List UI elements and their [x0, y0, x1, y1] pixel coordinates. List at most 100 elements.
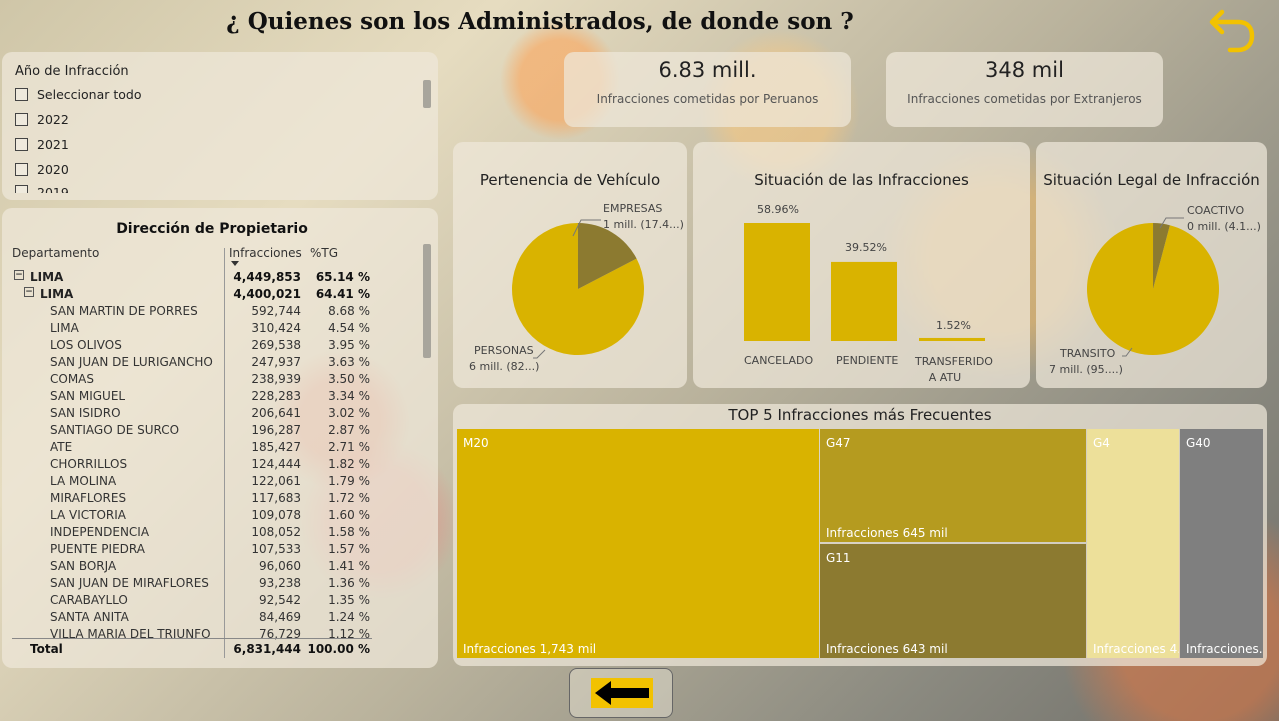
- checkbox-icon[interactable]: [15, 137, 28, 151]
- header-departamento[interactable]: Departamento: [12, 246, 100, 260]
- tile-g40[interactable]: G40 Infracciones...: [1180, 429, 1263, 658]
- table-row[interactable]: LA VICTORIA 109,078 1.60 %: [2, 508, 422, 525]
- row-department: LOS OLIVOS: [50, 338, 122, 352]
- row-percent: 65.14 %: [315, 270, 370, 284]
- collapse-icon[interactable]: −: [24, 287, 34, 297]
- tile-m20[interactable]: M20 Infracciones 1,743 mil: [457, 429, 819, 658]
- card-label: Infracciones cometidas por Peruanos: [596, 92, 819, 106]
- table-row[interactable]: SAN ISIDRO 206,641 3.02 %: [2, 406, 422, 423]
- card-peruanos: 6.83 mill. Infracciones cometidas por Pe…: [564, 52, 851, 127]
- row-percent: 1.24 %: [328, 610, 370, 624]
- table-row[interactable]: SAN MIGUEL 228,283 3.34 %: [2, 389, 422, 406]
- tile-g11[interactable]: G11 Infracciones 643 mil: [820, 544, 1086, 658]
- slicer-item-2022[interactable]: 2022: [15, 110, 69, 128]
- slice-label-transito: TRANSITO: [1060, 347, 1116, 360]
- row-infractions: 108,052: [251, 525, 301, 539]
- row-percent: 1.35 %: [328, 593, 370, 607]
- table-row[interactable]: SAN JUAN DE LURIGANCHO 247,937 3.63 %: [2, 355, 422, 372]
- checkbox-icon[interactable]: [15, 112, 28, 126]
- card-value: 348 mil: [985, 58, 1064, 82]
- chart-title: TOP 5 Infracciones más Frecuentes: [728, 406, 992, 424]
- table-row[interactable]: − LIMA 4,400,021 64.41 %: [2, 287, 422, 304]
- row-infractions: 4,449,853: [233, 270, 301, 284]
- tile-g47[interactable]: G47 Infracciones 645 mil: [820, 429, 1086, 542]
- table-row[interactable]: VILLA MARIA DEL TRIUNFO 76,729 1.12 %: [2, 627, 422, 644]
- tile-g4[interactable]: G4 Infracciones 4...: [1087, 429, 1179, 658]
- slicer-scrollbar[interactable]: [423, 80, 431, 190]
- table-row[interactable]: PUENTE PIEDRA 107,533 1.57 %: [2, 542, 422, 559]
- table-row[interactable]: MIRAFLORES 117,683 1.72 %: [2, 491, 422, 508]
- row-infractions: 247,937: [251, 355, 301, 369]
- row-department: LIMA: [30, 270, 64, 284]
- card-label: Infracciones cometidas por Extranjeros: [907, 92, 1142, 106]
- pie-slice-coactivo[interactable]: [1153, 223, 1170, 289]
- row-percent: 1.58 %: [328, 525, 370, 539]
- back-button[interactable]: [569, 668, 673, 718]
- pie-chart-ownership: [512, 219, 644, 359]
- table-row[interactable]: LIMA 310,424 4.54 %: [2, 321, 422, 338]
- table-row[interactable]: SANTIAGO DE SURCO 196,287 2.87 %: [2, 423, 422, 440]
- table-row[interactable]: INDEPENDENCIA 108,052 1.58 %: [2, 525, 422, 542]
- row-percent: 3.34 %: [328, 389, 370, 403]
- slicer-item-2020[interactable]: 2020: [15, 160, 69, 178]
- legal-status-chart: Situación Legal de Infracción COACTIVO 0…: [1036, 142, 1267, 388]
- bar-cancelado[interactable]: [744, 223, 810, 341]
- table-row[interactable]: LOS OLIVOS 269,538 3.95 %: [2, 338, 422, 355]
- table-row[interactable]: LA MOLINA 122,061 1.79 %: [2, 474, 422, 491]
- table-row[interactable]: SAN JUAN DE MIRAFLORES 93,238 1.36 %: [2, 576, 422, 593]
- row-department: SAN ISIDRO: [50, 406, 121, 420]
- table-scrollbar[interactable]: [423, 244, 431, 658]
- bar-category-transferido: TRANSFERIDO A ATU: [915, 355, 993, 384]
- table-row[interactable]: SANTA ANITA 84,469 1.24 %: [2, 610, 422, 627]
- row-department: COMAS: [50, 372, 95, 386]
- bar-transferido-a-atu[interactable]: [919, 337, 985, 341]
- table-row[interactable]: ATE 185,427 2.71 %: [2, 440, 422, 457]
- row-infractions: 93,238: [259, 576, 301, 590]
- row-department: SANTA ANITA: [50, 610, 129, 624]
- table-row[interactable]: CARABAYLLO 92,542 1.35 %: [2, 593, 422, 610]
- table-row[interactable]: SAN BORJA 96,060 1.41 %: [2, 559, 422, 576]
- table-row[interactable]: − LIMA 4,449,853 65.14 %: [2, 270, 422, 287]
- row-percent: 64.41 %: [315, 287, 370, 301]
- infraction-status-chart: Situación de las Infracciones CANCELADO …: [693, 142, 1030, 388]
- slicer-title: Año de Infracción: [15, 64, 129, 79]
- back-arrow-icon[interactable]: [1208, 6, 1258, 56]
- row-department: PUENTE PIEDRA: [50, 542, 145, 556]
- row-department: LA MOLINA: [50, 474, 117, 488]
- row-percent: 3.63 %: [328, 355, 370, 369]
- row-department: MIRAFLORES: [50, 491, 127, 505]
- checkbox-icon[interactable]: [15, 162, 28, 176]
- slice-label-personas: PERSONAS: [474, 344, 534, 357]
- row-infractions: 185,427: [251, 440, 301, 454]
- checkbox-icon[interactable]: [15, 185, 28, 193]
- vehicle-ownership-chart: Pertenencia de Vehículo EMPRESAS 1 mill.…: [453, 142, 687, 388]
- header-pct-tg[interactable]: %TG: [310, 246, 339, 260]
- row-percent: 2.71 %: [328, 440, 370, 454]
- table-row[interactable]: CHORRILLOS 124,444 1.82 %: [2, 457, 422, 474]
- collapse-icon[interactable]: −: [14, 270, 24, 280]
- row-department: LIMA: [40, 287, 74, 301]
- checkbox-icon[interactable]: [15, 87, 28, 101]
- bar-chart-status: [744, 223, 985, 341]
- row-department: LA VICTORIA: [50, 508, 126, 522]
- table-row[interactable]: COMAS 238,939 3.50 %: [2, 372, 422, 389]
- row-percent: 1.60 %: [328, 508, 370, 522]
- pie-slice-personas[interactable]: [512, 223, 644, 355]
- row-percent: 1.79 %: [328, 474, 370, 488]
- slicer-item-select-all[interactable]: Seleccionar todo: [15, 85, 141, 103]
- row-department: VILLA MARIA DEL TRIUNFO: [50, 627, 211, 641]
- slicer-item-2021[interactable]: 2021: [15, 135, 69, 153]
- bar-value-label: 58.96%: [757, 203, 799, 216]
- pie-chart-legal: [1087, 217, 1219, 357]
- table-title: Dirección de Propietario: [116, 221, 308, 237]
- slicer-item-2019[interactable]: 2019: [15, 185, 69, 193]
- card-extranjeros: 348 mil Infracciones cometidas por Extra…: [886, 52, 1163, 127]
- table-row[interactable]: SAN MARTIN DE PORRES 592,744 8.68 %: [2, 304, 422, 321]
- row-infractions: 96,060: [259, 559, 301, 573]
- header-infracciones[interactable]: Infracciones: [229, 246, 302, 260]
- bar-pendiente[interactable]: [831, 261, 897, 341]
- row-department: SANTIAGO DE SURCO: [50, 423, 180, 437]
- pie-slice-empresas[interactable]: [577, 223, 637, 289]
- row-percent: 1.41 %: [328, 559, 370, 573]
- owner-address-table: Dirección de Propietario Departamento In…: [2, 208, 438, 668]
